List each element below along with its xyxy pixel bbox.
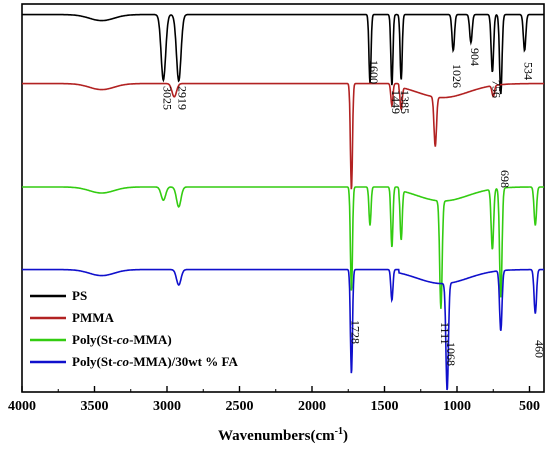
x-tick-label: 500 <box>519 399 540 414</box>
series-layer <box>22 13 544 391</box>
x-tick-label: 3000 <box>153 399 181 414</box>
peak-label: 1068 <box>444 342 458 366</box>
peak-label: 2919 <box>176 86 190 110</box>
x-tick-label: 3500 <box>81 399 109 414</box>
peak-label: 1111 <box>438 322 452 345</box>
x-tick-label: 2000 <box>298 399 326 414</box>
series-line-1 <box>22 82 544 190</box>
peak-label: 1600 <box>367 60 381 84</box>
x-tick-label: 4000 <box>8 399 36 414</box>
x-tick-label: 2500 <box>226 399 254 414</box>
peak-label: 904 <box>468 48 482 66</box>
series-line-0 <box>22 13 544 95</box>
peak-label: 1449 <box>389 90 403 114</box>
peak-label: 1728 <box>348 320 362 344</box>
series-line-3 <box>22 268 544 391</box>
series-line-2 <box>22 186 544 309</box>
legend-label: PMMA <box>72 310 114 325</box>
legend-label: PS <box>72 288 87 303</box>
peak-label: 1385 <box>398 90 412 114</box>
x-tick-label: 1500 <box>371 399 399 414</box>
peak-label: 534 <box>522 62 536 80</box>
peak-label: 3025 <box>160 86 174 110</box>
peak-label: 698 <box>498 170 512 188</box>
x-tick-label: 1000 <box>443 399 471 414</box>
peak-label: 756 <box>489 80 503 98</box>
x-axis-ticks: 4000 3500 3000 2500 2000 1500 1000 500 <box>8 386 540 414</box>
legend-label: Poly(St-co-MMA)/30wt % FA <box>72 354 238 369</box>
legend: PS PMMA Poly(St-co-MMA) Poly(St-co-MMA)/30w… <box>30 288 238 369</box>
peak-label: 460 <box>532 340 546 358</box>
plot-frame <box>21 3 545 393</box>
peak-label: 1026 <box>450 64 464 88</box>
x-axis-title: Wavenumbers(cm-1) <box>218 426 348 444</box>
legend-label: Poly(St-co-MMA) <box>72 332 172 347</box>
